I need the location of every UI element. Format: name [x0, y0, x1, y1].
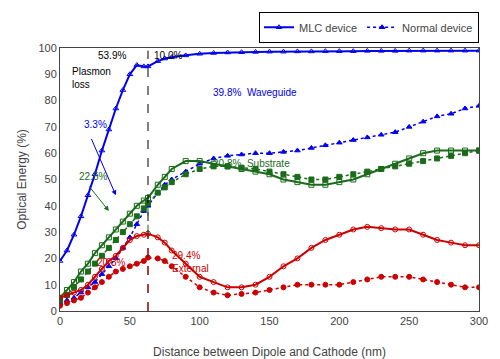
svg-text:100: 100: [38, 42, 56, 54]
svg-text:10: 10: [45, 279, 57, 291]
svg-text:200: 200: [330, 315, 348, 327]
svg-text:10.0%: 10.0%: [154, 50, 182, 61]
svg-text:0: 0: [57, 315, 63, 327]
svg-text:loss: loss: [72, 79, 90, 90]
svg-text:Optical Energy (%): Optical Energy (%): [15, 129, 29, 230]
svg-text:0: 0: [51, 305, 57, 317]
svg-text:22.5%: 22.5%: [79, 171, 107, 182]
svg-text:Distance between Dipole and Ca: Distance between Dipole and Cathode (nm): [153, 345, 386, 359]
svg-text:29.4%: 29.4%: [172, 250, 200, 261]
svg-text:50: 50: [45, 173, 57, 185]
svg-text:80: 80: [45, 94, 57, 106]
svg-text:20: 20: [45, 252, 57, 264]
svg-text:53.9%: 53.9%: [98, 50, 126, 61]
svg-text:39.8% Waveguide: 39.8% Waveguide: [213, 87, 297, 98]
svg-text:40: 40: [45, 200, 57, 212]
svg-text:90: 90: [45, 68, 57, 80]
svg-text:300: 300: [470, 315, 488, 327]
svg-text:MLC device: MLC device: [299, 22, 357, 34]
svg-text:250: 250: [400, 315, 418, 327]
svg-text:150: 150: [260, 315, 278, 327]
svg-text:30: 30: [45, 226, 57, 238]
svg-text:Plasmon: Plasmon: [72, 66, 111, 77]
svg-text:20.8% Substrate: 20.8% Substrate: [213, 158, 290, 169]
svg-text:3.3%: 3.3%: [84, 119, 107, 130]
svg-text:Normal device: Normal device: [402, 22, 472, 34]
svg-text:50: 50: [124, 315, 136, 327]
svg-text:100: 100: [190, 315, 208, 327]
svg-text:20.3%: 20.3%: [97, 257, 125, 268]
svg-text:60: 60: [45, 147, 57, 159]
svg-text:70: 70: [45, 121, 57, 133]
svg-text:External: External: [172, 263, 209, 274]
